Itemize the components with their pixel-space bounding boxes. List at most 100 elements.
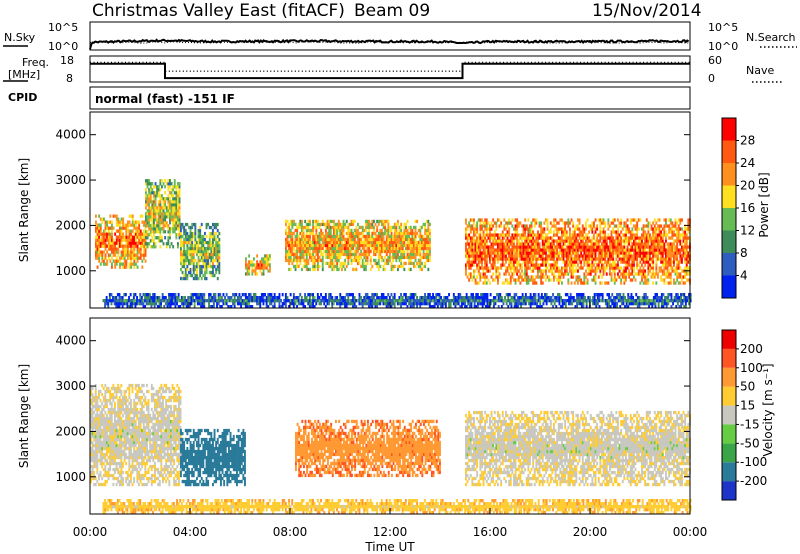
range-cell bbox=[613, 224, 616, 228]
range-cell bbox=[641, 227, 643, 231]
range-cell bbox=[379, 252, 382, 257]
range-cell bbox=[387, 255, 390, 260]
range-cell bbox=[109, 247, 112, 251]
range-cell bbox=[671, 269, 674, 273]
range-cell bbox=[197, 264, 200, 269]
range-cell bbox=[172, 200, 175, 204]
range-cell bbox=[424, 255, 427, 260]
range-cell bbox=[517, 275, 520, 279]
range-cell bbox=[652, 263, 655, 267]
range-cell bbox=[131, 235, 134, 239]
range-cell bbox=[466, 224, 469, 228]
range-cell bbox=[321, 222, 324, 227]
range-cell bbox=[663, 260, 666, 264]
range-cell bbox=[177, 218, 179, 222]
range-cell bbox=[121, 305, 124, 309]
range-cell bbox=[645, 281, 648, 285]
range-cell bbox=[159, 209, 162, 213]
range-cell bbox=[625, 221, 627, 225]
range-cell bbox=[157, 203, 160, 207]
range-cell bbox=[405, 243, 407, 248]
range-cell bbox=[419, 267, 422, 272]
range-cell bbox=[487, 278, 490, 282]
range-cell bbox=[252, 296, 255, 300]
range-cell bbox=[588, 266, 591, 270]
range-cell bbox=[669, 272, 672, 276]
range-cell bbox=[186, 267, 189, 272]
range-cell bbox=[173, 179, 176, 183]
range-cell bbox=[414, 249, 417, 254]
range-cell bbox=[620, 230, 623, 234]
range-cell bbox=[281, 302, 284, 306]
range-cell bbox=[613, 245, 616, 249]
range-cell bbox=[543, 236, 546, 240]
range-cell bbox=[349, 240, 351, 245]
range-cell bbox=[153, 242, 155, 246]
range-cell bbox=[344, 237, 347, 242]
range-cell bbox=[400, 237, 403, 242]
range-cell bbox=[159, 200, 162, 204]
range-cell bbox=[202, 264, 205, 269]
range-cell bbox=[316, 296, 319, 300]
range-cell bbox=[485, 248, 488, 252]
range-cell bbox=[612, 245, 615, 249]
range-cell bbox=[111, 238, 113, 242]
range-cell bbox=[549, 266, 552, 270]
range-cell bbox=[532, 269, 535, 273]
range-cell bbox=[647, 227, 650, 231]
range-cell bbox=[148, 188, 151, 192]
range-cell bbox=[514, 278, 517, 282]
range-cell bbox=[669, 251, 672, 255]
range-cell bbox=[409, 261, 412, 266]
range-cell bbox=[157, 212, 160, 216]
range-cell bbox=[205, 240, 208, 245]
range-cell bbox=[489, 245, 491, 249]
range-cell bbox=[177, 206, 179, 210]
range-cell bbox=[276, 299, 279, 303]
range-cell bbox=[309, 255, 311, 260]
range-cell bbox=[317, 258, 319, 263]
range-cell bbox=[296, 296, 298, 300]
range-cell bbox=[602, 251, 605, 255]
range-cell bbox=[532, 266, 535, 270]
range-cell bbox=[543, 260, 546, 264]
range-cell bbox=[146, 185, 149, 189]
range-cell bbox=[540, 257, 543, 261]
range-cell bbox=[532, 260, 535, 264]
range-cell bbox=[427, 258, 430, 263]
range-cell bbox=[554, 227, 557, 231]
range-cell bbox=[657, 254, 659, 258]
range-cell bbox=[181, 252, 184, 257]
range-cell bbox=[291, 237, 294, 242]
range-cell bbox=[503, 224, 506, 228]
range-cell bbox=[668, 272, 671, 276]
range-cell bbox=[581, 233, 584, 237]
range-cell bbox=[172, 212, 175, 216]
range-cell bbox=[594, 260, 597, 264]
range-cell bbox=[331, 225, 334, 230]
range-cell bbox=[481, 266, 483, 270]
range-cell bbox=[310, 293, 313, 297]
range-cell bbox=[117, 235, 120, 239]
range-cell bbox=[145, 212, 147, 216]
range-cell bbox=[151, 239, 154, 243]
range-cell bbox=[509, 248, 512, 252]
range-cell bbox=[259, 266, 262, 270]
range-cell bbox=[369, 249, 372, 254]
range-cell bbox=[345, 252, 348, 257]
range-cell bbox=[506, 224, 509, 228]
range-cell bbox=[493, 266, 496, 270]
range-cell bbox=[337, 243, 340, 248]
range-cell bbox=[191, 237, 194, 242]
range-cell bbox=[143, 241, 145, 245]
range-cell bbox=[490, 236, 493, 240]
range-cell bbox=[601, 221, 603, 225]
range-cell bbox=[644, 233, 647, 237]
range-cell bbox=[200, 305, 202, 309]
range-cell bbox=[511, 266, 514, 270]
range-cell bbox=[647, 248, 650, 252]
range-cell bbox=[334, 225, 337, 230]
range-cell bbox=[333, 225, 335, 230]
range-cell bbox=[557, 227, 560, 231]
